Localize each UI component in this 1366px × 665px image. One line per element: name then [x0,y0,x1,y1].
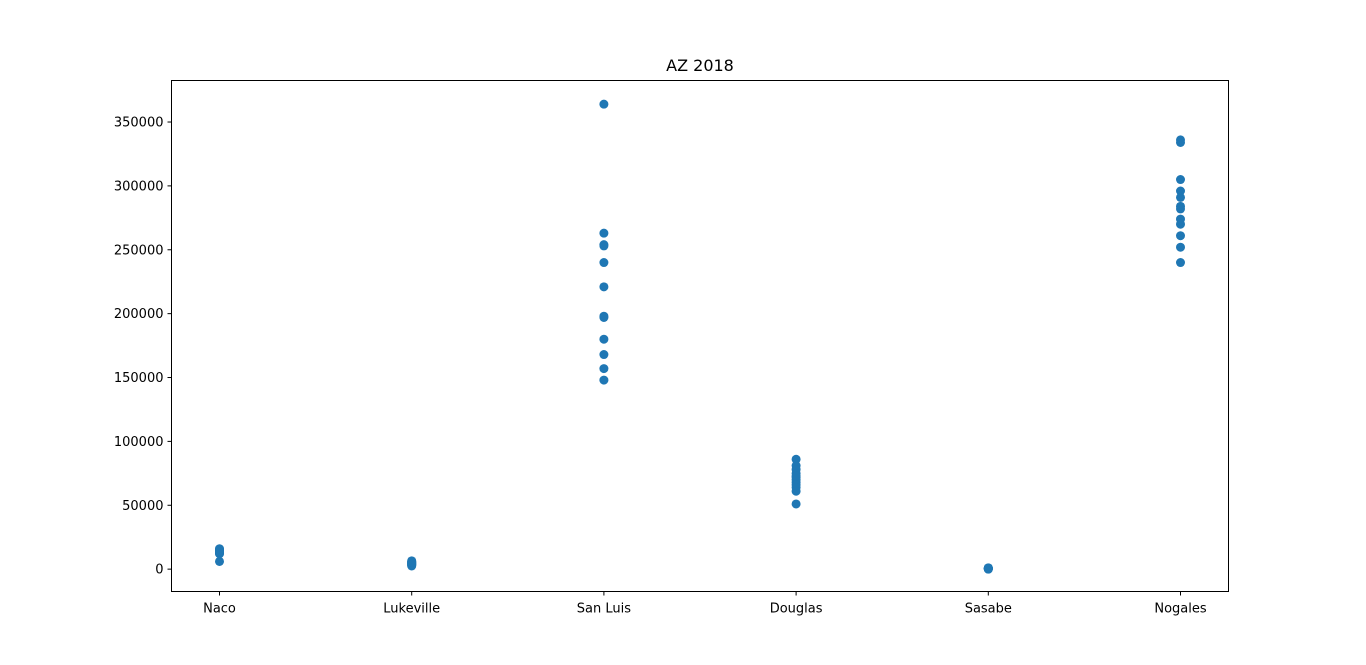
x-tick-label: Sasabe [965,602,1012,617]
chart-title: AZ 2018 [666,56,734,75]
data-point [1176,242,1185,252]
y-tick-label: 300000 [114,179,164,194]
data-point [599,241,609,251]
data-point [599,375,609,385]
data-point [1176,258,1185,268]
x-tick-label: Lukeville [383,602,440,617]
data-point [599,228,609,238]
data-point [599,258,609,268]
data-point [599,364,609,374]
data-point [1176,192,1185,202]
data-point [983,563,993,573]
y-tick-label: 100000 [114,435,164,450]
x-tick-label: Douglas [770,602,823,617]
data-point [407,558,417,568]
data-point [791,499,801,509]
data-point [791,454,801,464]
y-tick-label: 150000 [114,371,164,386]
data-point [599,99,609,109]
y-axis: 0 50000 100000 150000 200000 250000 300000 3500… [114,116,172,578]
data-point [1176,204,1185,214]
x-axis: Naco Lukeville San Luis Douglas Sasabe Nogale… [203,591,1207,617]
data-point [1176,137,1185,147]
data-point [1176,219,1185,229]
data-point [215,556,224,566]
y-tick-label: 0 [155,563,163,578]
x-tick-label: Nogales [1154,602,1207,617]
y-tick-label: 50000 [122,499,163,514]
y-tick-label: 200000 [114,307,164,322]
x-tick-label: Naco [203,602,236,617]
data-point [599,312,609,322]
data-point [791,486,801,496]
y-tick-label: 250000 [114,243,164,258]
y-tick-label: 350000 [114,116,164,131]
data-point [791,471,801,481]
data-point [599,350,609,360]
plot-area-frame [171,80,1229,592]
data-point [599,334,609,344]
data-point [215,546,224,556]
data-point [1176,175,1185,185]
data-point [1176,186,1185,196]
data-point [1176,231,1185,241]
data-points [215,99,1185,574]
x-tick-label: San Luis [577,602,631,617]
data-point [599,282,609,292]
